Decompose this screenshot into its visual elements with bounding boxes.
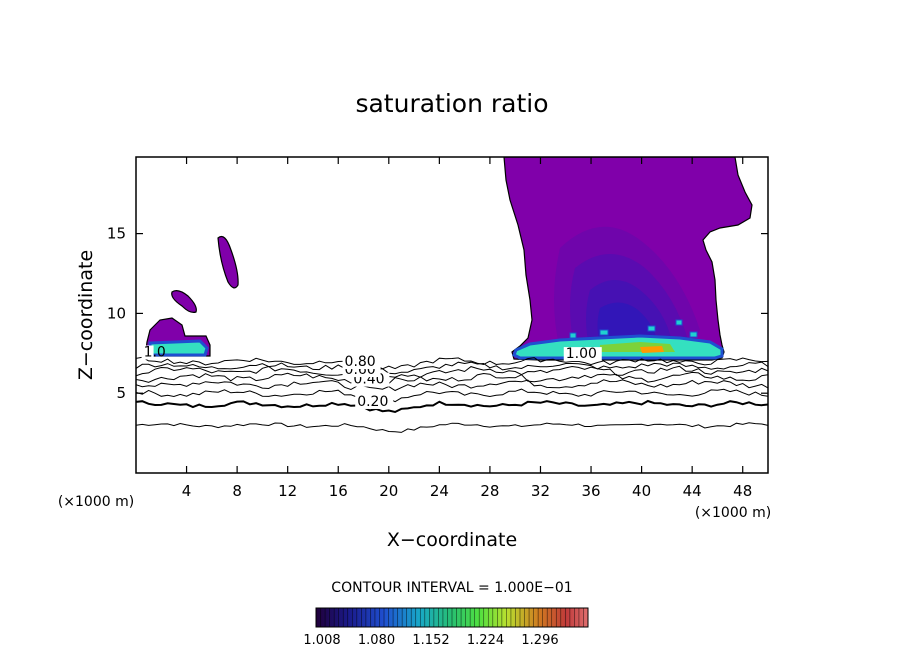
colorbar-tick-label: 1.296 <box>521 633 558 648</box>
x-tick-label: 28 <box>480 482 499 500</box>
contour-label: 0.20 <box>357 394 388 410</box>
x-tick-label: 12 <box>278 482 297 500</box>
x-axis: 4 8 12 16 20 24 28 32 36 40 44 48 <box>182 157 752 500</box>
y-axis-label: Z−coordinate <box>75 250 97 380</box>
contour-labels: 0.200.400.600.80 1.001.0 <box>141 344 602 410</box>
contour-line <box>136 422 768 433</box>
contour-label: 0.80 <box>345 354 376 370</box>
small-cells <box>569 319 698 339</box>
plot-area <box>136 157 768 433</box>
x-tick-label: 36 <box>581 482 600 500</box>
contour-lines <box>136 356 768 433</box>
contour-line <box>136 365 768 378</box>
plot-frame <box>135 156 769 474</box>
chart-title: saturation ratio <box>355 89 548 118</box>
colorbar-tick-label: 1.080 <box>358 633 395 648</box>
contour-line <box>136 356 768 370</box>
contour-line <box>136 388 768 403</box>
x-tick-label: 44 <box>683 482 702 500</box>
filled-region-inner-core-4 <box>597 302 658 345</box>
y-axis: 5 10 15 <box>107 225 768 402</box>
filled-region-fragment-1 <box>217 235 239 289</box>
y-tick-label: 5 <box>116 384 126 402</box>
contour-label-bg <box>342 355 381 370</box>
x-tick-label: 40 <box>632 482 651 500</box>
colorbar-tick-label: 1.224 <box>467 633 504 648</box>
filled-region-peak <box>640 346 664 353</box>
contour-label: 1.0 <box>144 344 166 360</box>
colorbar-tick-label: 1.152 <box>412 633 449 648</box>
x-tick-label: 4 <box>182 482 192 500</box>
colorbar-ticks: 1.008 1.080 1.152 1.224 1.296 <box>303 633 558 648</box>
contour-line <box>136 361 768 375</box>
contour-label: 1.00 <box>566 346 597 362</box>
x-tick-label: 8 <box>232 482 242 500</box>
contour-line <box>136 399 768 414</box>
contour-line <box>136 371 768 385</box>
x-tick-label: 32 <box>531 482 550 500</box>
x-axis-unit-left: (×1000 m) <box>58 494 134 510</box>
contour-label-bg <box>141 345 154 360</box>
contour-label-bg <box>355 394 394 409</box>
x-tick-label: 20 <box>379 482 398 500</box>
filled-region-fragment-2 <box>171 290 197 313</box>
x-tick-label: 48 <box>733 482 752 500</box>
x-axis-label: X−coordinate <box>387 529 517 551</box>
contour-label-bg <box>563 347 602 362</box>
contour-line <box>136 379 768 392</box>
y-tick-label: 15 <box>107 225 126 243</box>
contour-interval-text: CONTOUR INTERVAL = 1.000E−01 <box>331 580 572 596</box>
x-axis-unit-right: (×1000 m) <box>695 505 771 521</box>
colorbar-tick-label: 1.008 <box>303 633 340 648</box>
x-tick-label: 16 <box>329 482 348 500</box>
colorbar-segments <box>320 608 584 627</box>
y-tick-label: 10 <box>107 304 126 322</box>
x-tick-label: 24 <box>430 482 449 500</box>
